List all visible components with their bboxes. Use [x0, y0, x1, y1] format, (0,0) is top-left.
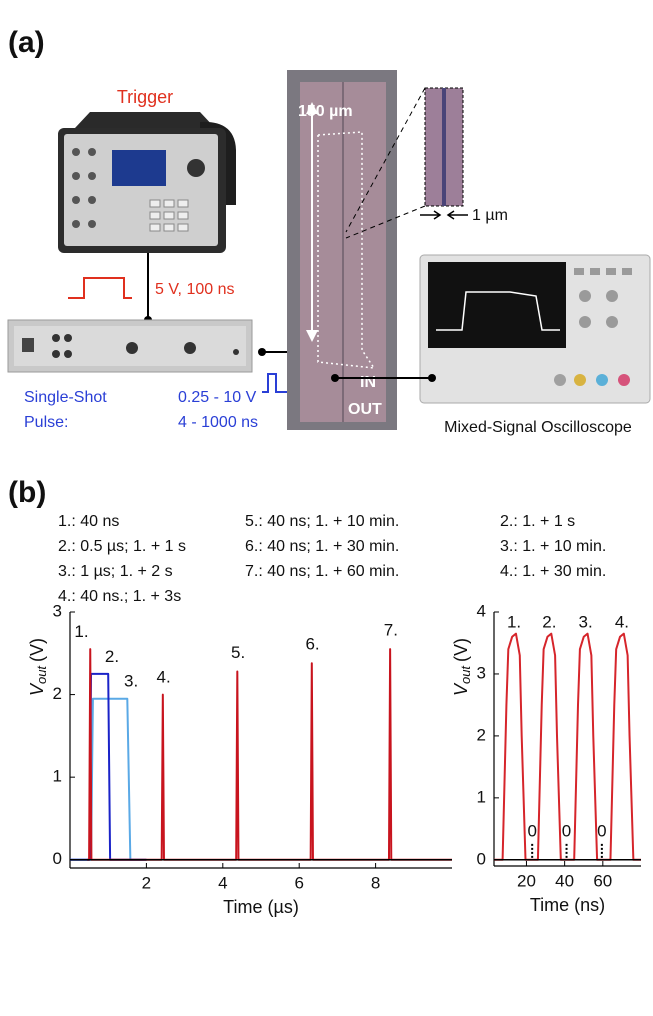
- condition-text: 4.: 40 ns.; 1. + 3s: [58, 588, 181, 605]
- generator-switch: [22, 338, 34, 352]
- condition-text: 2.: 0.5 µs; 1. + 1 s: [58, 538, 186, 555]
- width-scale: 1 µm: [472, 207, 508, 224]
- annotation: 6.: [305, 635, 319, 654]
- output-label: OUT: [348, 401, 382, 418]
- y-label-unit: (V): [27, 638, 47, 662]
- device-knob: [187, 159, 205, 177]
- trigger-pulse-icon: [68, 278, 132, 298]
- annotation: 2.: [542, 613, 556, 632]
- figure: (a) Trigger 5 V, 100 ns Single-S: [0, 0, 653, 1016]
- length-scale: 150 µm: [298, 103, 353, 120]
- annotation: 2.: [105, 647, 119, 666]
- page: { "panel_a": { "label": "(a)", "trigger"…: [0, 0, 653, 1016]
- y-label-subscript: out: [458, 665, 473, 684]
- y-tick-label: 3: [477, 663, 486, 682]
- trigger-label: Trigger: [117, 87, 173, 107]
- trigger-pulse-label: 5 V, 100 ns: [155, 281, 234, 298]
- trace: [87, 649, 452, 860]
- y-tick-label: 1: [477, 787, 486, 806]
- annotation: 1.: [74, 622, 88, 641]
- annotation: 3.: [124, 672, 138, 691]
- panel-label: (b): [8, 476, 46, 509]
- oscilloscope: [420, 255, 650, 403]
- x-axis-label: Time (ns): [530, 895, 605, 915]
- condition-text: 4.: 1. + 30 min.: [500, 563, 606, 580]
- y-tick-label: 2: [477, 725, 486, 744]
- input-label: IN: [360, 374, 376, 391]
- cable-end: [331, 374, 339, 382]
- x-tick-label: 6: [294, 873, 303, 892]
- x-tick-label: 2: [142, 873, 151, 892]
- x-tick-label: 60: [593, 871, 612, 890]
- condition-text: 2.: 1. + 1 s: [500, 513, 575, 530]
- annotation: 4.: [615, 613, 629, 632]
- trace: [70, 674, 146, 860]
- generator-range: 0.25 - 10 V: [178, 389, 257, 406]
- width-arrows: [420, 211, 468, 219]
- device-screen: [112, 150, 166, 186]
- panel-label: (a): [8, 26, 45, 59]
- cable-end: [428, 374, 436, 382]
- condition-text: 1.: 40 ns: [58, 513, 119, 530]
- legend-text: 1.: 40 ns 2.: 0.5 µs; 1. + 1 s 3.: 1 µs; 1…: [58, 513, 606, 605]
- y-tick-label: 3: [53, 601, 62, 620]
- device-handle: [75, 112, 215, 128]
- micrograph: [287, 70, 397, 430]
- generator-pulse-icon: [262, 374, 290, 392]
- condition-text: 5.: 40 ns; 1. + 10 min.: [245, 513, 399, 530]
- condition-text: 3.: 1. + 10 min.: [500, 538, 606, 555]
- annotation: 0: [597, 821, 606, 840]
- y-label-subscript: out: [34, 665, 49, 684]
- y-label-unit: (V): [451, 638, 471, 662]
- condition-text: 6.: 40 ns; 1. + 30 min.: [245, 538, 399, 555]
- generator-range: 4 - 1000 ns: [178, 414, 258, 431]
- trigger-device: [58, 112, 236, 253]
- annotation: 3.: [579, 613, 593, 632]
- x-tick-label: 8: [371, 873, 380, 892]
- y-tick-label: 4: [477, 601, 486, 620]
- cable-end: [258, 348, 266, 356]
- generator-label: Single-Shot: [24, 389, 107, 406]
- scope-screen: [428, 262, 566, 348]
- y-tick-label: 2: [53, 684, 62, 703]
- annotation: 0: [562, 821, 571, 840]
- y-tick-label: 0: [53, 849, 62, 868]
- annotation: 0: [527, 821, 536, 840]
- y-tick-label: 0: [477, 849, 486, 868]
- annotation: 4.: [156, 668, 170, 687]
- y-axis-label: Vout(V): [451, 638, 474, 696]
- generator-label: Pulse:: [24, 414, 68, 431]
- pulse-generator: [8, 320, 252, 372]
- condition-text: 3.: 1 µs; 1. + 2 s: [58, 563, 173, 580]
- annotation: 1.: [507, 613, 521, 632]
- y-axis-label: Vout(V): [27, 638, 50, 696]
- y-tick-label: 1: [53, 767, 62, 786]
- annotation: 7.: [384, 620, 398, 639]
- oscilloscope-label: Mixed-Signal Oscilloscope: [444, 419, 632, 436]
- x-axis-label: Time (µs): [223, 897, 299, 917]
- x-tick-label: 40: [555, 871, 574, 890]
- x-tick-label: 4: [218, 873, 227, 892]
- x-tick-label: 20: [517, 871, 536, 890]
- device-keys: [150, 200, 188, 231]
- annotation: 5.: [231, 643, 245, 662]
- condition-text: 7.: 40 ns; 1. + 60 min.: [245, 563, 399, 580]
